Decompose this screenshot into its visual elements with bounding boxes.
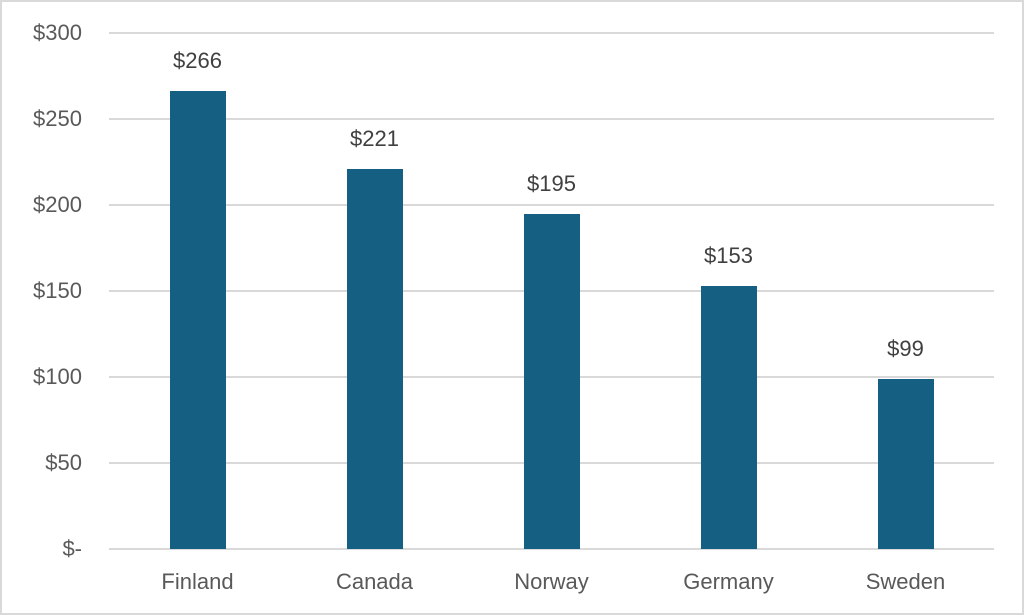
y-axis-tick-label: $150 bbox=[33, 278, 82, 303]
gridline-250 bbox=[109, 118, 994, 120]
gridline-200 bbox=[109, 204, 994, 206]
data-label-norway: $195 bbox=[527, 170, 576, 196]
bar-finland bbox=[169, 91, 226, 549]
y-axis-tick-label: $50 bbox=[45, 450, 82, 475]
category-label-germany: Germany bbox=[683, 569, 774, 594]
data-label-finland: $266 bbox=[173, 48, 222, 74]
y-axis-tick-label: $250 bbox=[33, 106, 82, 131]
data-label-sweden: $99 bbox=[887, 335, 924, 361]
gridline-0 bbox=[109, 548, 994, 550]
gridline-300 bbox=[109, 32, 994, 34]
category-label-sweden: Sweden bbox=[865, 569, 946, 594]
bar-germany bbox=[700, 285, 757, 549]
category-label-finland: Finland bbox=[161, 569, 234, 594]
category-label-canada: Canada bbox=[335, 569, 414, 594]
data-label-germany: $153 bbox=[704, 242, 753, 268]
category-label-norway: Norway bbox=[514, 569, 589, 594]
bar-canada bbox=[346, 168, 403, 549]
y-axis-tick-label: $300 bbox=[33, 20, 82, 45]
bar-sweden bbox=[877, 378, 934, 549]
y-axis-tick-label: $100 bbox=[33, 364, 82, 389]
y-axis-tick-label: $- bbox=[62, 536, 82, 561]
data-label-canada: $221 bbox=[350, 125, 399, 151]
bar-norway bbox=[523, 213, 580, 549]
y-axis-tick-label: $200 bbox=[33, 192, 82, 217]
